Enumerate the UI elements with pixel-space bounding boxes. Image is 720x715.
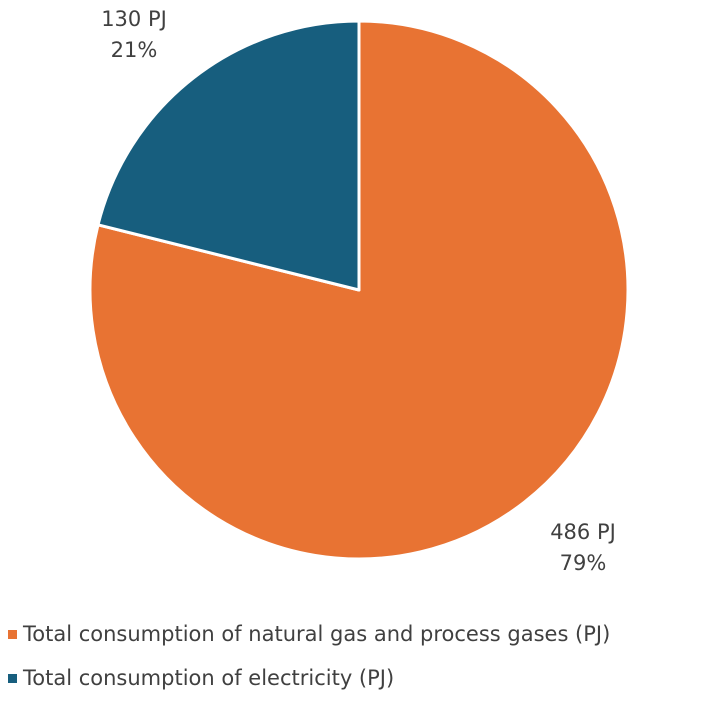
legend-label-natural-gas: Total consumption of natural gas and pro… xyxy=(23,622,611,646)
legend-item-electricity: Total consumption of electricity (PJ) xyxy=(8,656,610,700)
legend: Total consumption of natural gas and pro… xyxy=(8,612,610,700)
data-label-natural-gas-percent: 79% xyxy=(560,551,607,575)
data-label-electricity-value: 130 PJ xyxy=(101,7,167,31)
pie-slices xyxy=(88,19,630,561)
data-label-natural-gas: 486 PJ 79% xyxy=(550,520,616,575)
legend-swatch-natural-gas xyxy=(8,629,17,639)
data-label-natural-gas-value: 486 PJ xyxy=(550,520,616,544)
data-label-electricity-percent: 21% xyxy=(111,38,158,62)
legend-item-natural-gas: Total consumption of natural gas and pro… xyxy=(8,612,610,656)
data-label-electricity: 130 PJ 21% xyxy=(101,7,167,62)
pie-slice-electricity xyxy=(96,19,361,292)
legend-label-electricity: Total consumption of electricity (PJ) xyxy=(23,666,395,690)
legend-swatch-electricity xyxy=(8,673,17,683)
